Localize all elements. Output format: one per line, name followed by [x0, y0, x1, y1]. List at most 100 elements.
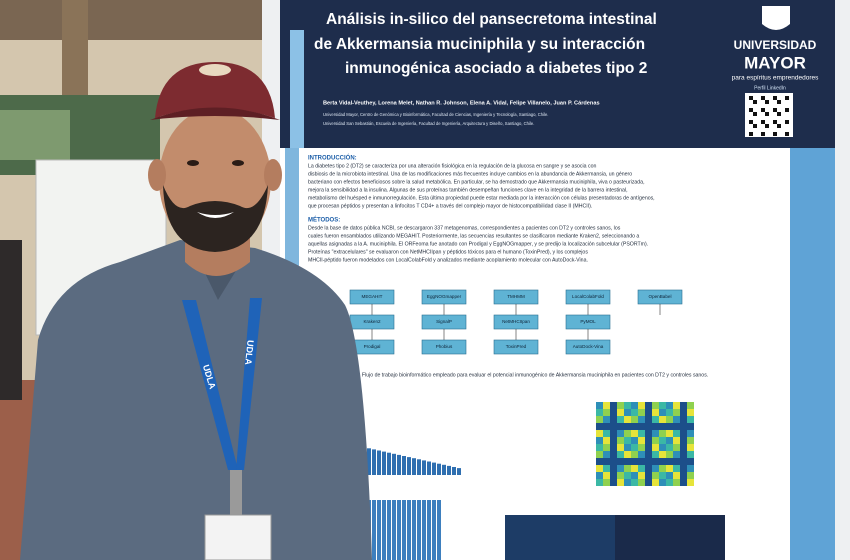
flow-label: Prodigal: [364, 344, 381, 349]
flow-box: [493, 339, 539, 355]
heatmap-cell: [638, 444, 645, 451]
heatmap-cell: [652, 430, 659, 437]
poster-title-line: inmunogénica asociado a diabetes tipo 2: [345, 60, 647, 77]
heatmap-cell: [603, 402, 610, 409]
body-line: metabolismo del huésped e inmunorregulac…: [308, 195, 655, 201]
figure-bar: [442, 464, 446, 475]
bystander: [0, 240, 22, 400]
heatmap-cell: [617, 416, 624, 423]
heatmap-cell: [687, 458, 694, 465]
qr-module: [785, 120, 789, 124]
heatmap-cell: [659, 402, 666, 409]
heatmap-cell: [645, 472, 652, 479]
qr-module: [749, 120, 753, 124]
heatmap-cell: [624, 409, 631, 416]
heatmap-cell: [638, 416, 645, 423]
heatmap-cell: [603, 458, 610, 465]
flow-label: ToxinPred: [506, 344, 527, 349]
heatmap-cell: [673, 451, 680, 458]
heatmap-cell: [638, 430, 645, 437]
flow-label: MEGAHIT: [362, 294, 383, 299]
heatmap-cell: [624, 444, 631, 451]
heatmap-cell: [596, 423, 603, 430]
heatmap-cell: [624, 472, 631, 479]
heatmap-cell: [687, 472, 694, 479]
heatmap-cell: [680, 444, 687, 451]
heatmap-cell: [652, 458, 659, 465]
heatmap-cell: [687, 465, 694, 472]
heatmap-cell: [596, 465, 603, 472]
results-heatmap: [596, 402, 694, 486]
heatmap-cell: [673, 437, 680, 444]
heatmap-cell: [659, 472, 666, 479]
qr-module: [773, 120, 777, 124]
heatmap-cell: [687, 430, 694, 437]
heatmap-cell: [638, 423, 645, 430]
body-line: bacteriano con efectos beneficiosos sobr…: [308, 179, 645, 185]
heatmap-cell: [631, 479, 638, 486]
body-line: disbiosis de la microbiota intestinal. U…: [308, 171, 632, 177]
flow-label: Kraken2: [363, 319, 381, 324]
heatmap-cell: [687, 409, 694, 416]
heatmap-cell: [596, 479, 603, 486]
authors: Berta Vidal-Veuthey, Lorena Melet, Natha…: [323, 100, 600, 106]
eye: [187, 160, 199, 166]
qr-module: [753, 100, 757, 104]
smile: [197, 212, 234, 218]
ear: [264, 159, 282, 191]
body-line: Desde la base de datos pública NCBI, se …: [308, 225, 621, 231]
heatmap-cell: [603, 430, 610, 437]
heatmap-cell: [687, 423, 694, 430]
figure-bar: [382, 500, 386, 560]
heatmap-cell: [666, 479, 673, 486]
figure-bar: [397, 500, 401, 560]
heatmap-cell: [645, 409, 652, 416]
heatmap-cell: [645, 402, 652, 409]
heatmap-cell: [596, 430, 603, 437]
qr-module: [765, 124, 769, 128]
heatmap-cell: [631, 423, 638, 430]
badge-clip: [230, 470, 242, 518]
body-line: aquellas asignadas a la A. muciniphila. …: [308, 241, 648, 247]
flow-label: TMHMM: [507, 294, 525, 299]
figure-bar: [407, 500, 411, 560]
heatmap-cell: [680, 430, 687, 437]
heatmap-cell: [610, 437, 617, 444]
heatmap-cell: [680, 479, 687, 486]
heatmap-cell: [666, 437, 673, 444]
heatmap-cell: [638, 402, 645, 409]
roof-beams: [0, 0, 265, 40]
heatmap-cell: [645, 444, 652, 451]
section-heading: MÉTODOS:: [308, 216, 340, 224]
qr-module: [749, 132, 753, 136]
heatmap-cell: [652, 416, 659, 423]
badge: [204, 514, 272, 560]
heatmap-cell: [645, 479, 652, 486]
heatmap-cell: [596, 402, 603, 409]
heatmap-cell: [596, 437, 603, 444]
heatmap-cell: [652, 465, 659, 472]
heatmap-cell: [617, 465, 624, 472]
heatmap-cell: [659, 479, 666, 486]
heatmap-cell: [652, 472, 659, 479]
figure-bar: [412, 458, 416, 475]
heatmap-cell: [603, 416, 610, 423]
affiliation: Universidad Mayor, Centro de Genómica y …: [323, 112, 548, 117]
heatmap-cell: [638, 409, 645, 416]
heatmap-cell: [666, 416, 673, 423]
heatmap-cell: [673, 444, 680, 451]
heatmap-cell: [659, 451, 666, 458]
figure-bar: [412, 500, 416, 560]
figure-bar: [452, 467, 456, 475]
qr-module: [773, 132, 777, 136]
figure-bar: [422, 460, 426, 475]
heatmap-cell: [638, 437, 645, 444]
flow-label: SignalP: [436, 319, 452, 324]
flow-label: EggNOGmapper: [427, 294, 462, 299]
heatmap-cell: [680, 423, 687, 430]
heatmap-cell: [673, 416, 680, 423]
heatmap-cell: [603, 444, 610, 451]
heatmap-cell: [603, 409, 610, 416]
